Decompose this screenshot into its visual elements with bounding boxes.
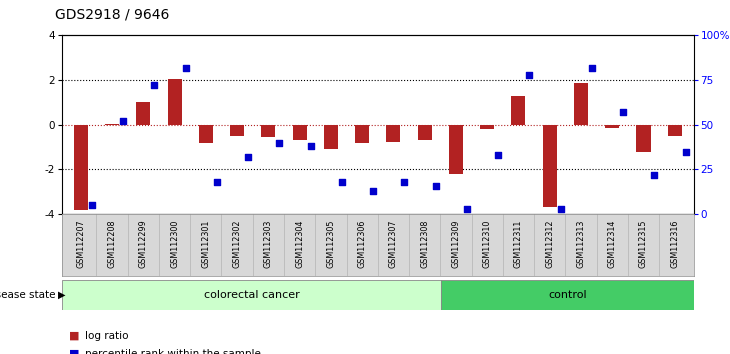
- Text: GSM112302: GSM112302: [233, 219, 242, 268]
- Text: GSM112304: GSM112304: [295, 219, 304, 268]
- Point: [399, 179, 410, 185]
- Text: GSM112310: GSM112310: [483, 219, 492, 268]
- Bar: [441, 280, 694, 310]
- Bar: [605, 125, 619, 128]
- Bar: [74, 125, 88, 210]
- Point: [461, 206, 473, 212]
- Text: GSM112311: GSM112311: [514, 219, 523, 268]
- Bar: [574, 84, 588, 125]
- Text: GSM112314: GSM112314: [607, 219, 617, 268]
- Point: [492, 152, 504, 158]
- Point: [648, 172, 660, 178]
- Bar: [355, 125, 369, 143]
- Bar: [168, 79, 182, 125]
- Bar: [62, 280, 441, 310]
- Bar: [324, 125, 338, 149]
- Point: [523, 72, 535, 78]
- Text: GSM112315: GSM112315: [639, 219, 648, 268]
- Bar: [418, 125, 431, 141]
- Bar: [637, 125, 650, 152]
- Bar: [261, 125, 275, 137]
- Bar: [230, 125, 244, 136]
- Bar: [137, 102, 150, 125]
- Text: GSM112207: GSM112207: [77, 219, 85, 268]
- Bar: [105, 124, 119, 125]
- Text: GDS2918 / 9646: GDS2918 / 9646: [55, 7, 169, 21]
- Point: [242, 154, 254, 160]
- Text: ▶: ▶: [58, 290, 66, 300]
- Text: GSM112300: GSM112300: [170, 219, 179, 268]
- Text: GSM112316: GSM112316: [670, 219, 679, 268]
- Bar: [199, 125, 213, 143]
- Point: [118, 118, 129, 124]
- Text: GSM112306: GSM112306: [358, 219, 366, 268]
- Bar: [480, 125, 494, 129]
- Text: control: control: [548, 290, 586, 300]
- Point: [336, 179, 347, 185]
- Point: [180, 65, 191, 70]
- Text: ■: ■: [69, 331, 80, 341]
- Text: GSM112303: GSM112303: [264, 219, 273, 268]
- Point: [430, 183, 442, 188]
- Point: [211, 179, 223, 185]
- Point: [586, 65, 598, 70]
- Point: [274, 140, 285, 145]
- Bar: [386, 125, 401, 142]
- Text: GSM112208: GSM112208: [107, 219, 117, 268]
- Bar: [668, 125, 682, 136]
- Text: GSM112308: GSM112308: [420, 219, 429, 268]
- Text: GSM112301: GSM112301: [201, 219, 210, 268]
- Bar: [512, 96, 526, 125]
- Bar: [542, 125, 557, 207]
- Text: GSM112299: GSM112299: [139, 219, 148, 268]
- Text: ■: ■: [69, 349, 80, 354]
- Text: GSM112309: GSM112309: [451, 219, 461, 268]
- Text: disease state: disease state: [0, 290, 58, 300]
- Point: [367, 188, 379, 194]
- Bar: [449, 125, 463, 174]
- Text: colorectal cancer: colorectal cancer: [204, 290, 299, 300]
- Point: [86, 202, 98, 208]
- Point: [555, 206, 566, 212]
- Point: [680, 149, 691, 154]
- Text: GSM112313: GSM112313: [577, 219, 585, 268]
- Text: percentile rank within the sample: percentile rank within the sample: [85, 349, 261, 354]
- Point: [618, 109, 629, 115]
- Text: GSM112312: GSM112312: [545, 219, 554, 268]
- Text: GSM112305: GSM112305: [326, 219, 335, 268]
- Text: GSM112307: GSM112307: [389, 219, 398, 268]
- Point: [304, 143, 316, 149]
- Text: log ratio: log ratio: [85, 331, 129, 341]
- Point: [148, 82, 160, 88]
- Bar: [293, 125, 307, 141]
